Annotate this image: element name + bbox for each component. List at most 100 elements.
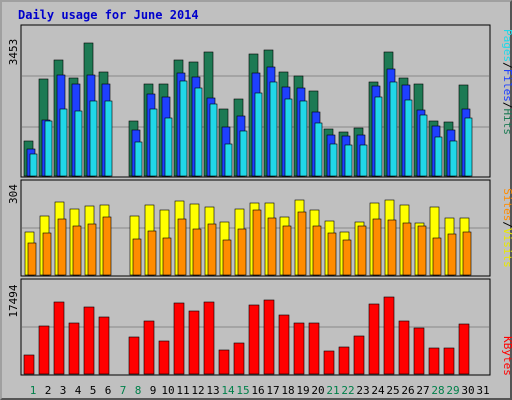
bar-sites-day-27 [417,225,427,276]
bar-kbytes-day-13 [203,301,215,375]
day-label-30: 30 [461,384,474,397]
bar-pages-day-27 [419,114,428,177]
day-label-29: 29 [446,384,459,397]
bar-kbytes-day-29 [443,347,455,375]
bar-kbytes-day-28 [428,347,440,375]
bar-pages-day-11 [179,80,188,177]
bar-sites-day-2 [42,232,52,276]
bar-kbytes-day-30 [458,323,470,375]
bar-pages-day-18 [284,98,293,177]
bar-pages-day-25 [389,81,398,177]
bar-sites-day-8 [132,238,142,276]
day-label-26: 26 [401,384,414,397]
bar-pages-day-13 [209,103,218,177]
bar-kbytes-day-26 [398,320,410,375]
bars-layer [23,42,473,375]
bar-sites-day-4 [72,225,82,276]
bar-kbytes-day-14 [218,349,230,375]
bar-kbytes-day-25 [383,296,395,375]
bar-kbytes-day-10 [158,340,170,375]
bar-kbytes-day-17 [263,299,275,375]
bar-pages-day-28 [434,136,443,177]
day-label-14: 14 [221,384,235,397]
chart-title: Daily usage for June 2014 [18,8,199,22]
bar-pages-day-16 [254,92,263,177]
day-label-6: 6 [105,384,112,397]
bar-sites-day-25 [387,219,397,276]
day-label-4: 4 [75,384,82,397]
bar-kbytes-day-20 [308,322,320,375]
bar-kbytes-day-27 [413,327,425,375]
legend-sep-2: / [501,102,512,109]
legend-pages: Pages [501,29,512,62]
bar-pages-day-9 [149,108,158,177]
day-label-8: 8 [135,384,142,397]
bar-kbytes-day-12 [188,310,200,375]
bar-sites-day-28 [432,237,442,276]
bar-kbytes-day-15 [233,342,245,375]
bar-kbytes-day-22 [338,346,350,375]
day-label-15: 15 [236,384,249,397]
legend-visits: Visits [501,228,512,268]
bar-kbytes-day-11 [173,302,185,375]
day-label-18: 18 [281,384,294,397]
day-label-3: 3 [60,384,67,397]
bar-sites-day-30 [462,231,472,276]
bar-pages-day-26 [404,99,413,177]
bar-kbytes-day-8 [128,336,140,375]
bar-sites-day-18 [282,225,292,276]
day-label-23: 23 [356,384,369,397]
bar-sites-day-11 [177,218,187,276]
day-label-19: 19 [296,384,309,397]
day-label-7: 7 [120,384,127,397]
bar-pages-day-24 [374,96,383,177]
day-label-27: 27 [416,384,429,397]
legend-files: Files [501,69,512,102]
bar-kbytes-day-21 [323,350,335,375]
kbytes-ymax-label: 17494 [7,284,20,317]
bar-kbytes-day-2 [38,325,50,375]
bar-kbytes-day-18 [278,314,290,375]
day-label-1: 1 [30,384,37,397]
bar-pages-day-15 [239,130,248,177]
bar-pages-day-21 [329,143,338,177]
legend-hits: Hits [501,109,512,136]
bar-pages-day-8 [134,141,143,177]
day-label-22: 22 [341,384,354,397]
day-label-25: 25 [386,384,399,397]
day-label-9: 9 [150,384,157,397]
bar-sites-day-15 [237,228,247,276]
bar-sites-day-29 [447,233,457,276]
bar-kbytes-day-5 [83,306,95,375]
bar-kbytes-day-16 [248,304,260,375]
bar-sites-day-24 [372,218,382,276]
day-label-11: 11 [176,384,189,397]
bar-kbytes-day-4 [68,322,80,375]
bar-kbytes-day-1 [23,354,35,375]
day-label-16: 16 [251,384,264,397]
bar-sites-day-17 [267,217,277,276]
visits-legend: Sites/Visits [501,188,512,268]
legend-sep-1: / [501,62,512,69]
bar-kbytes-day-23 [353,335,365,375]
day-label-5: 5 [90,384,97,397]
day-label-17: 17 [266,384,279,397]
bar-pages-day-3 [59,108,68,177]
day-label-31: 31 [476,384,489,397]
bar-pages-day-5 [89,100,98,177]
bar-sites-day-26 [402,222,412,276]
kbytes-legend: KBytes [501,336,512,376]
bar-sites-day-21 [327,232,337,276]
day-label-12: 12 [191,384,204,397]
hits-legend: Pages/Files/Hits [501,29,512,135]
day-label-24: 24 [371,384,385,397]
day-label-20: 20 [311,384,324,397]
bar-sites-day-1 [27,242,37,276]
bar-sites-day-5 [87,223,97,276]
bar-pages-day-19 [299,100,308,177]
day-label-21: 21 [326,384,339,397]
bar-sites-day-6 [102,216,112,276]
bar-pages-day-20 [314,122,323,177]
bar-sites-day-16 [252,209,262,276]
bar-sites-day-10 [162,237,172,276]
